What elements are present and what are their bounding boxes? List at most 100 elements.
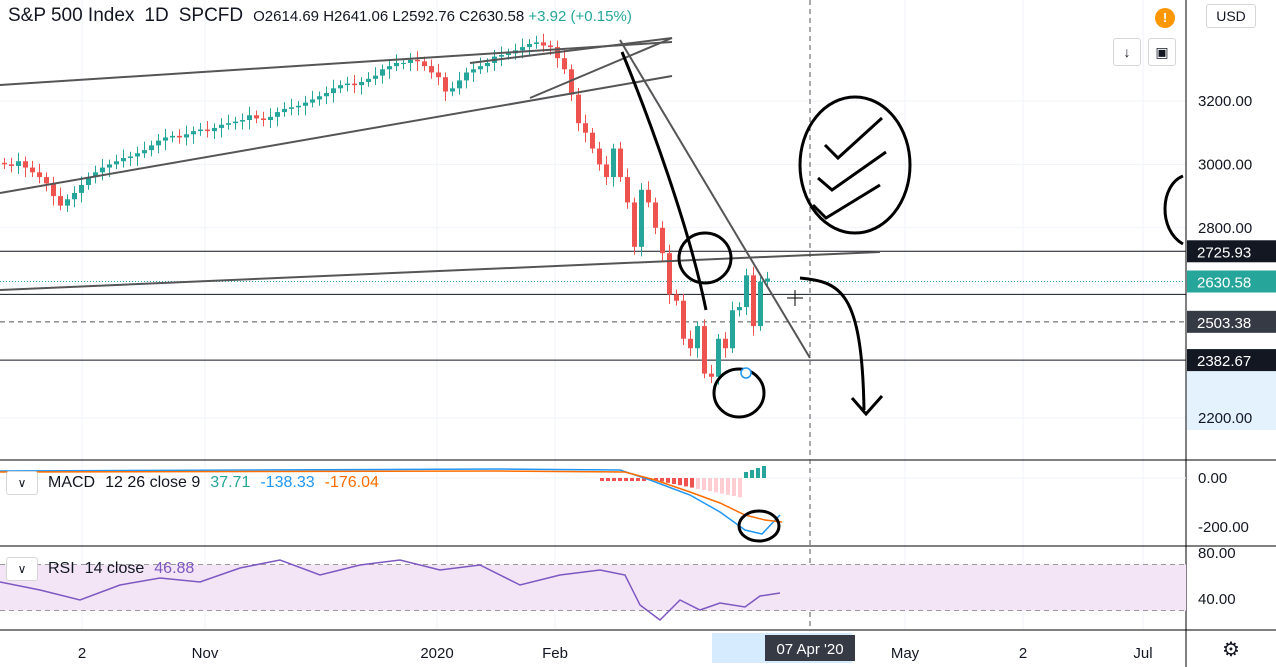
timeframe[interactable]: 1D — [144, 5, 169, 26]
candle-body — [590, 132, 595, 149]
candle-body — [177, 135, 182, 138]
candle-body — [702, 326, 707, 374]
candle-body — [86, 177, 91, 186]
candle-body — [443, 77, 448, 92]
axis-tick-label: 80.00 — [1198, 545, 1236, 562]
candle-body — [716, 338, 721, 377]
candle-body — [163, 137, 168, 141]
candle-body — [394, 62, 399, 67]
close-value: C2630.58 — [459, 8, 525, 25]
candle-body — [296, 105, 301, 108]
gear-icon[interactable]: ⚙ — [1222, 639, 1240, 661]
candle-body — [569, 69, 574, 95]
currency-button[interactable]: USD — [1206, 4, 1256, 28]
alert-icon[interactable]: ! — [1155, 8, 1175, 28]
candle-body — [37, 172, 42, 178]
candle-body — [373, 75, 378, 79]
x-axis-tick-label: 2 — [1019, 645, 1027, 662]
candle-body — [366, 78, 371, 82]
candle-body — [625, 177, 630, 203]
candle-body — [44, 177, 49, 184]
candle-body — [534, 42, 539, 44]
candle-body — [674, 294, 679, 301]
candle-body — [275, 112, 280, 117]
candle-body — [562, 58, 567, 70]
candle-body — [401, 62, 406, 64]
crosshair-cursor — [787, 290, 803, 306]
drawn-circle — [737, 509, 781, 543]
macd-histogram-bar — [618, 478, 622, 481]
candle-body — [611, 148, 616, 178]
fullscreen-icon[interactable]: ▣ — [1148, 38, 1176, 66]
macd-histogram-bar — [726, 478, 730, 495]
candle-body — [471, 69, 476, 73]
candle-body — [380, 69, 385, 76]
price-label: 2630.58 — [1197, 275, 1251, 292]
macd-histogram-bar — [624, 478, 628, 481]
axis-tick-label: 0.00 — [1198, 470, 1227, 487]
macd-histogram-bar — [732, 478, 736, 496]
candle-body — [576, 94, 581, 124]
candle-body — [436, 72, 441, 78]
rsi-legend: ∨ RSI 14 close 46.88 — [6, 557, 194, 581]
x-axis-tick-label: Feb — [542, 645, 568, 662]
candle-body — [170, 135, 175, 138]
candle-body — [121, 158, 126, 162]
candle-body — [527, 43, 532, 48]
candle-body — [520, 47, 525, 51]
crosshair-date-box — [765, 635, 855, 661]
chart-header: S&P 500 Index 1D SPCFD O2614.69 H2641.06… — [8, 5, 632, 29]
candle-body — [100, 167, 105, 173]
candle-body — [93, 172, 98, 178]
candle-body — [310, 99, 315, 103]
candle-body — [261, 118, 266, 121]
chevron-down-icon[interactable]: ∨ — [6, 557, 38, 581]
candle-body — [72, 192, 77, 200]
macd-histogram-bar — [600, 478, 604, 481]
macd-histogram-value: 37.71 — [210, 474, 251, 491]
candle-body — [506, 53, 511, 56]
candle-body — [737, 307, 742, 311]
candle-body — [23, 161, 28, 168]
price-label-box — [1187, 310, 1276, 333]
macd-histogram-bar — [696, 478, 700, 489]
candle-body — [583, 123, 588, 133]
axis-tick-label: 3000.00 — [1198, 156, 1252, 173]
macd-histogram-bar — [612, 478, 616, 481]
macd-histogram-bar — [720, 478, 724, 494]
candle-body — [79, 185, 84, 193]
trend-line — [0, 41, 673, 86]
macd-histogram-bar — [738, 478, 742, 498]
download-icon[interactable]: ↓ — [1113, 38, 1141, 66]
axis-tick-label: 2800.00 — [1198, 220, 1252, 237]
candle-body — [478, 66, 483, 70]
candle-body — [548, 45, 553, 48]
candle-body — [226, 123, 231, 125]
candle-body — [499, 55, 504, 57]
axis-tick-label: -200.00 — [1198, 519, 1249, 536]
trend-line — [529, 37, 673, 99]
candle-body — [464, 72, 469, 81]
candle-body — [58, 196, 63, 206]
symbol-name[interactable]: S&P 500 Index — [8, 5, 135, 26]
candle-body — [107, 164, 112, 168]
macd-histogram-bar — [654, 478, 658, 481]
trend-line — [0, 75, 673, 194]
candle-body — [16, 161, 21, 166]
candle-body — [289, 107, 294, 109]
candle-body — [212, 127, 217, 132]
chevron-down-icon[interactable]: ∨ — [6, 471, 38, 495]
macd-histogram-bar — [660, 478, 664, 482]
candle-body — [695, 326, 700, 349]
candle-body — [450, 88, 455, 92]
candle-body — [653, 202, 658, 228]
candle-body — [457, 80, 462, 89]
price-label: 2382.67 — [1197, 353, 1251, 370]
macd-legend: ∨ MACD 12 26 close 9 37.71 -138.33 -176.… — [6, 471, 379, 495]
macd-histogram-bar — [642, 478, 646, 481]
drawn-checkmarks — [811, 116, 887, 220]
candle-body — [282, 108, 287, 113]
candle-body — [303, 102, 308, 106]
x-axis-tick-label: 2 — [78, 645, 86, 662]
